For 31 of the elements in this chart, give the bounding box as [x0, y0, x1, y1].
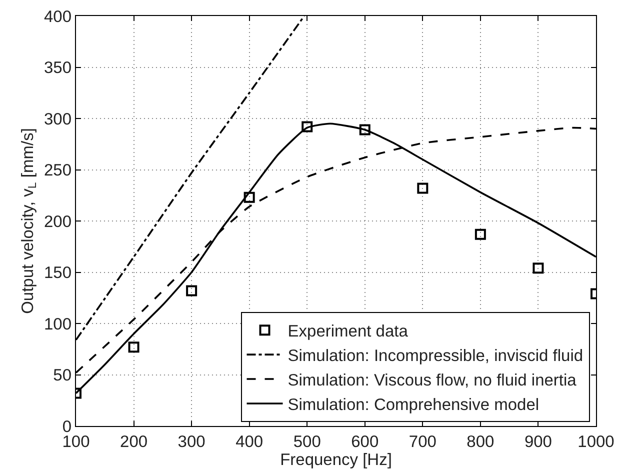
- x-tick-label: 400: [236, 433, 264, 451]
- x-tick-label: 1000: [578, 433, 614, 451]
- x-tick-label: 300: [178, 433, 206, 451]
- x-tick-label: 800: [466, 433, 494, 451]
- x-tick-label: 500: [293, 433, 321, 451]
- point: [532, 262, 544, 274]
- x-axis-title: Frequency [Hz]: [280, 451, 392, 469]
- y-tick-label: 50: [53, 366, 72, 385]
- x-tick-label: 700: [408, 433, 436, 451]
- point: [302, 121, 313, 132]
- point: [359, 124, 370, 136]
- y-tick-label: 100: [44, 315, 72, 334]
- legend-label: Experiment data: [288, 322, 409, 341]
- y-tick-label: 200: [44, 212, 72, 231]
- point: [417, 182, 428, 194]
- y-tick-label: 150: [44, 264, 72, 282]
- point: [474, 228, 486, 240]
- y-tick-label: 400: [44, 8, 72, 26]
- legend-label: Simulation: Viscous flow, no fluid inertia: [288, 371, 578, 390]
- y-tick-label: 300: [44, 110, 72, 128]
- x-tick-label: 600: [351, 433, 379, 451]
- y-tick-label: 350: [44, 59, 72, 78]
- legend-label: Simulation: Comprehensive model: [288, 396, 540, 414]
- legend-label: Simulation: Incompressible, inviscid fluid: [288, 347, 584, 366]
- x-tick-label: 200: [120, 433, 148, 451]
- point: [186, 285, 198, 296]
- y-tick-label: 0: [62, 418, 72, 436]
- point: [128, 342, 140, 353]
- y-tick-label: 250: [44, 162, 72, 180]
- point: [244, 192, 255, 203]
- x-tick-label: 900: [524, 433, 552, 451]
